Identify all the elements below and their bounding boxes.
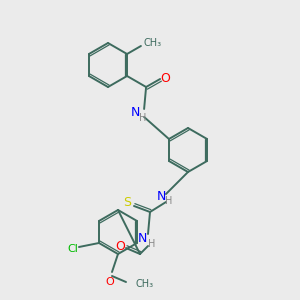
Text: H: H bbox=[140, 113, 147, 123]
Text: Cl: Cl bbox=[68, 244, 78, 254]
Text: O: O bbox=[160, 71, 170, 85]
Text: O: O bbox=[106, 277, 114, 287]
Text: H: H bbox=[148, 239, 156, 249]
Text: O: O bbox=[115, 239, 125, 253]
Text: CH₃: CH₃ bbox=[136, 279, 154, 289]
Text: N: N bbox=[130, 106, 140, 119]
Text: N: N bbox=[156, 190, 166, 202]
Text: H: H bbox=[165, 196, 173, 206]
Text: N: N bbox=[137, 232, 147, 245]
Text: S: S bbox=[123, 196, 131, 208]
Text: CH₃: CH₃ bbox=[144, 38, 162, 48]
